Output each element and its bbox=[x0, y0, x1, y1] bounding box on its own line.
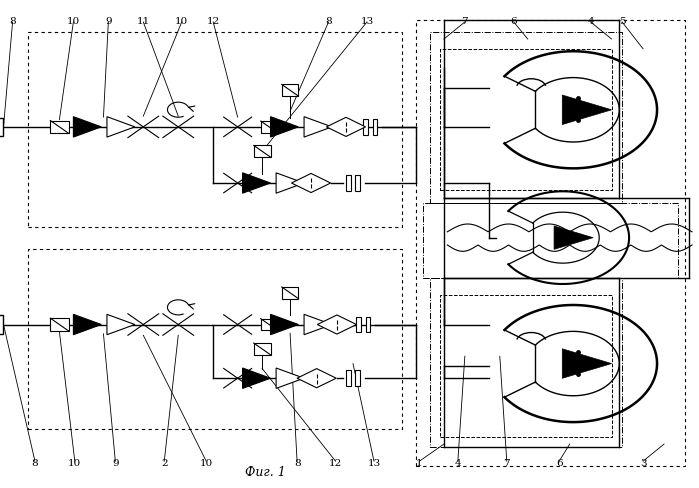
Polygon shape bbox=[243, 173, 271, 193]
Text: 8: 8 bbox=[9, 17, 16, 26]
Text: 11: 11 bbox=[137, 17, 150, 26]
Polygon shape bbox=[326, 117, 366, 137]
Bar bbox=[282, 287, 298, 299]
Text: 8: 8 bbox=[325, 17, 332, 26]
Bar bbox=[261, 319, 278, 330]
Text: 8: 8 bbox=[294, 460, 301, 468]
Polygon shape bbox=[317, 315, 356, 334]
Text: 10: 10 bbox=[200, 460, 212, 468]
Bar bbox=[261, 121, 278, 133]
Bar bbox=[346, 175, 351, 191]
Bar bbox=[254, 145, 271, 157]
Bar bbox=[0, 315, 3, 334]
Text: 6: 6 bbox=[510, 17, 517, 26]
Polygon shape bbox=[291, 173, 331, 193]
Text: 13: 13 bbox=[361, 17, 373, 26]
Bar bbox=[423, 203, 678, 278]
Bar bbox=[346, 370, 351, 386]
Text: 12: 12 bbox=[329, 460, 342, 468]
Polygon shape bbox=[562, 95, 612, 124]
Bar bbox=[50, 121, 69, 133]
Polygon shape bbox=[276, 173, 304, 193]
Text: Фиг. 1: Фиг. 1 bbox=[245, 466, 286, 479]
Polygon shape bbox=[304, 117, 332, 137]
Text: 10: 10 bbox=[69, 460, 81, 468]
Text: 4: 4 bbox=[587, 17, 594, 26]
Bar bbox=[0, 118, 3, 136]
Bar bbox=[282, 84, 298, 96]
Text: 13: 13 bbox=[368, 460, 380, 468]
Bar bbox=[373, 119, 377, 135]
Text: 1: 1 bbox=[416, 460, 423, 468]
Polygon shape bbox=[243, 368, 271, 388]
Polygon shape bbox=[73, 314, 101, 335]
Bar bbox=[50, 318, 69, 331]
Bar bbox=[440, 295, 612, 437]
Bar bbox=[356, 317, 361, 332]
Polygon shape bbox=[271, 314, 298, 335]
Bar bbox=[430, 32, 622, 203]
Bar bbox=[416, 20, 685, 466]
Text: 4: 4 bbox=[454, 460, 461, 468]
Text: 7: 7 bbox=[461, 17, 468, 26]
Polygon shape bbox=[107, 117, 135, 137]
Polygon shape bbox=[107, 314, 135, 335]
Bar bbox=[363, 119, 368, 135]
Bar bbox=[355, 175, 360, 191]
Polygon shape bbox=[297, 368, 336, 388]
Text: 12: 12 bbox=[207, 17, 219, 26]
Polygon shape bbox=[562, 349, 612, 378]
Text: 9: 9 bbox=[112, 460, 119, 468]
Text: 10: 10 bbox=[175, 17, 188, 26]
Polygon shape bbox=[73, 117, 101, 137]
Polygon shape bbox=[304, 314, 332, 335]
Bar bbox=[254, 343, 271, 355]
Polygon shape bbox=[271, 117, 298, 137]
Text: 3: 3 bbox=[640, 460, 647, 468]
Bar bbox=[366, 317, 370, 332]
Text: 6: 6 bbox=[556, 460, 563, 468]
Polygon shape bbox=[276, 368, 304, 388]
Bar bbox=[28, 249, 402, 429]
Polygon shape bbox=[554, 226, 593, 249]
Text: 5: 5 bbox=[619, 17, 626, 26]
Text: 8: 8 bbox=[31, 460, 38, 468]
Bar bbox=[440, 49, 612, 190]
Bar bbox=[28, 32, 402, 227]
Text: 9: 9 bbox=[105, 17, 112, 26]
Text: 2: 2 bbox=[161, 460, 168, 468]
Text: 10: 10 bbox=[67, 17, 80, 26]
Text: 7: 7 bbox=[503, 460, 510, 468]
Bar bbox=[430, 278, 622, 447]
Bar bbox=[355, 370, 360, 386]
